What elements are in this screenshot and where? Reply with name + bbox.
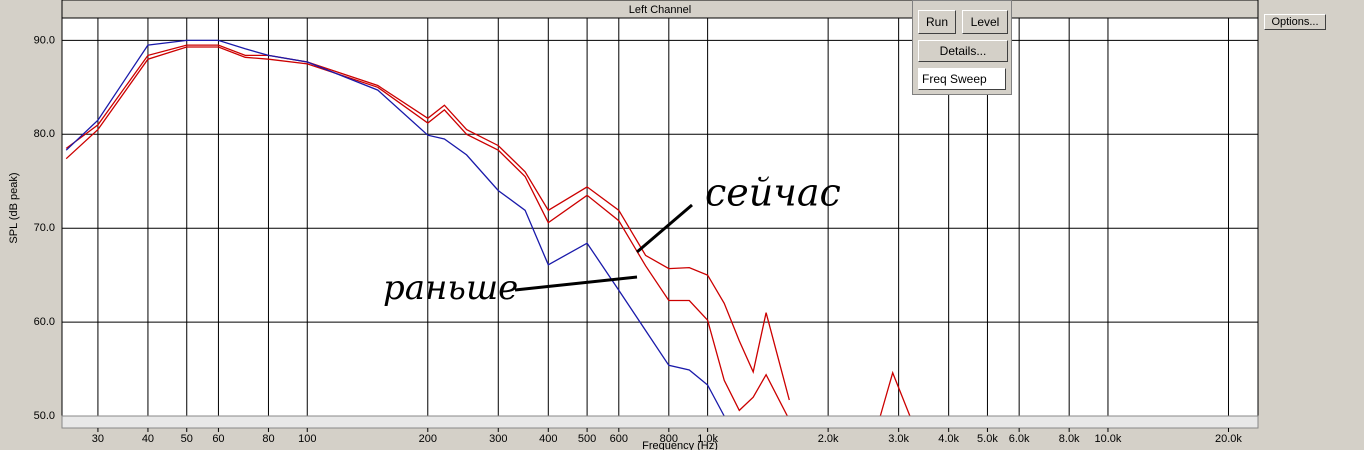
plot-area <box>61 0 1259 417</box>
x-tick-label: 500 <box>578 433 596 445</box>
series-line <box>65 39 725 416</box>
x-tick-label: 600 <box>610 433 628 445</box>
scrollbar[interactable] <box>61 415 1259 429</box>
x-tick-label: 30 <box>92 433 104 445</box>
x-tick-label: 300 <box>489 433 507 445</box>
x-tick-label: 6.0k <box>1009 433 1030 445</box>
x-tick-label: 400 <box>539 433 557 445</box>
x-tick-label: 4.0k <box>938 433 959 445</box>
x-tick-label: 1.0k <box>697 433 718 445</box>
x-tick-label: 800 <box>660 433 678 445</box>
y-tick-label: 70.0 <box>34 222 55 234</box>
x-tick-label: 60 <box>212 433 224 445</box>
x-axis-label: Frequency (Hz) <box>642 440 718 450</box>
annotation-pointer <box>636 203 693 254</box>
x-tick-label: 3.0k <box>888 433 909 445</box>
x-tick-label: 5.0k <box>977 433 998 445</box>
x-tick-label: 50 <box>181 433 193 445</box>
y-tick-label: 60.0 <box>34 316 55 328</box>
annotation-pointer <box>514 275 638 292</box>
options-button[interactable]: Options... <box>1264 14 1326 30</box>
x-tick-label: 40 <box>142 433 154 445</box>
chart-title: Left Channel <box>629 4 691 16</box>
series-line <box>65 46 911 416</box>
y-tick-label: 90.0 <box>34 34 55 46</box>
series-line <box>65 44 790 401</box>
x-tick-label: 200 <box>419 433 437 445</box>
mode-dropdown[interactable]: Freq Sweep <box>918 68 1006 90</box>
series-group <box>65 39 911 416</box>
y-tick-label: 80.0 <box>34 128 55 140</box>
y-tick-label: 50.0 <box>34 410 55 422</box>
x-tick-label: 80 <box>262 433 274 445</box>
x-tick-label: 2.0k <box>818 433 839 445</box>
x-tick-label: 20.0k <box>1215 433 1242 445</box>
level-button[interactable]: Level <box>962 10 1008 34</box>
x-tick-label: 8.0k <box>1059 433 1080 445</box>
run-button[interactable]: Run <box>918 10 956 34</box>
details-button[interactable]: Details... <box>918 40 1008 62</box>
y-axis-label: SPL (dB peak) <box>8 172 20 243</box>
x-tick-label: 10.0k <box>1095 433 1122 445</box>
x-tick-label: 100 <box>298 433 316 445</box>
annotation: раньше <box>383 268 518 308</box>
annotation: сейчас <box>705 171 841 215</box>
